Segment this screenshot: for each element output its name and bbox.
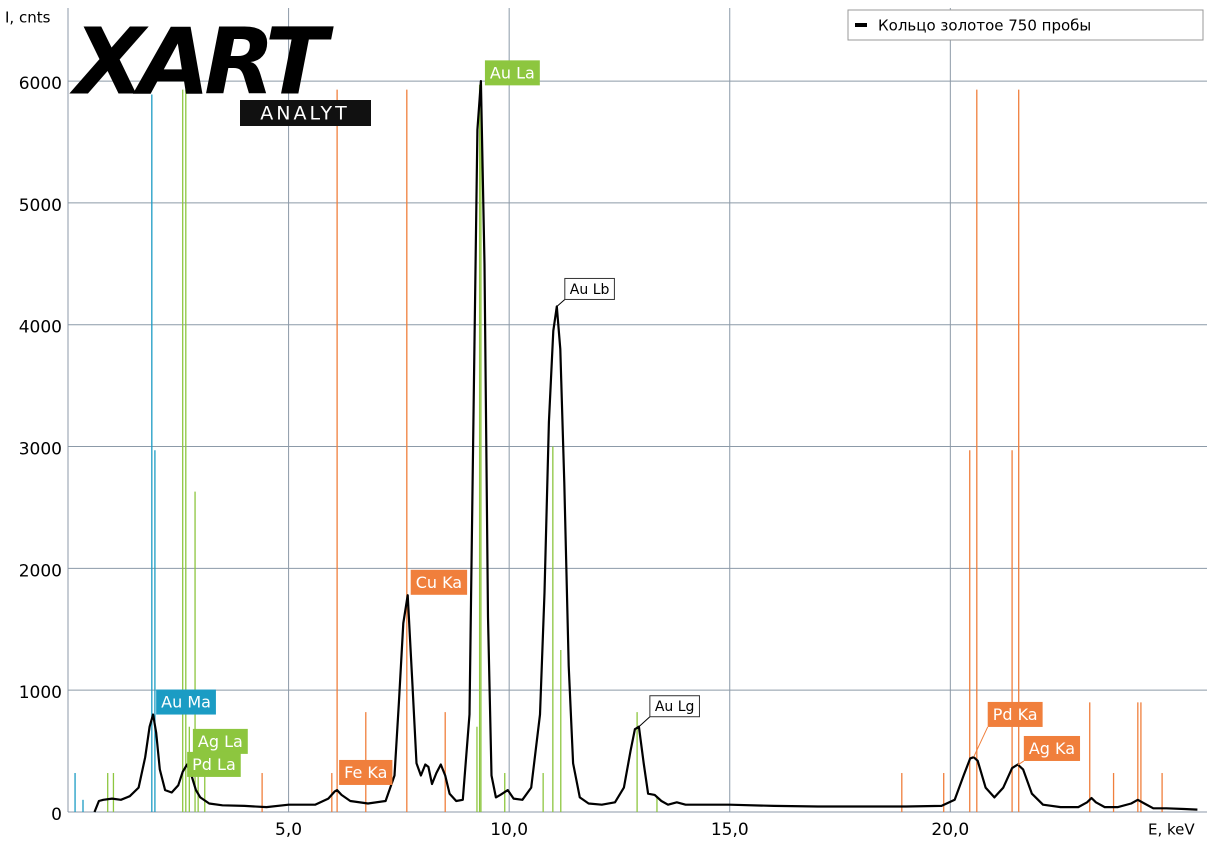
y-tick-label: 2000: [19, 561, 62, 581]
annotation-box: [339, 759, 393, 785]
annotation-box: [484, 60, 540, 86]
annotation-box: [187, 751, 241, 777]
leader-line: [556, 299, 566, 307]
annotation-label: Pd La: [192, 755, 236, 774]
annotation-label: Au Lg: [655, 699, 695, 715]
annotation-box: [192, 728, 248, 754]
x-tick-label: 10,0: [490, 820, 528, 840]
y-tick-label: 4000: [19, 318, 62, 338]
grid: 0 1000 2000 3000 4000 5000 6000 5,0 10,0 15,0 20,0: [19, 8, 1207, 840]
legend-box: [847, 9, 1204, 41]
annotation-label: Au Ma: [161, 693, 211, 712]
annotations: Au Ma Ag La Pd La Fe Ka Cu Ka Au La Au Lb Au Lg…: [156, 60, 1081, 785]
x-tick-label: 20,0: [931, 820, 969, 840]
annotation-box: [156, 689, 216, 715]
y-tick-label: 6000: [19, 74, 62, 94]
annotation-label: Cu Ka: [416, 573, 462, 592]
annotation-box: [987, 701, 1043, 727]
annotation-box: [410, 569, 468, 595]
annotation-label: Ag Ka: [1029, 739, 1075, 758]
logo: XART ANALYT: [69, 8, 371, 126]
logo-bar: [240, 100, 371, 126]
logo-name: ANALYT: [260, 103, 349, 125]
x-tick-label: 5,0: [275, 820, 302, 840]
y-tick-label: 1000: [19, 683, 62, 703]
annotation-label: Pd Ka: [993, 705, 1038, 724]
annotation-box: [564, 277, 615, 300]
annotation-box: [1023, 735, 1081, 761]
y-tick-label: 5000: [19, 196, 62, 216]
leader-line: [638, 716, 651, 728]
legend-label: Кольцо золотое 750 пробы: [878, 17, 1091, 35]
annotation-label: Au Lb: [570, 282, 610, 298]
leader-line: [1017, 760, 1025, 766]
x-tick-label: 15,0: [711, 820, 749, 840]
logo-mark: XART: [69, 8, 334, 115]
y-tick-label: 0: [51, 805, 62, 825]
leader-line: [973, 726, 989, 758]
spectrum: [93, 80, 1198, 813]
y-tick-label: 3000: [19, 440, 62, 460]
spectrum-line: [93, 80, 1198, 813]
legend: Кольцо золотое 750 пробы: [847, 9, 1204, 41]
annotation-label: Fe Ka: [344, 763, 387, 782]
annotation-label: Ag La: [198, 732, 243, 751]
annotation-label: Au La: [490, 63, 535, 82]
x-axis-label: E, keV: [1148, 821, 1195, 839]
y-axis-label: I, cnts: [5, 9, 51, 27]
annotation-box: [649, 695, 700, 718]
